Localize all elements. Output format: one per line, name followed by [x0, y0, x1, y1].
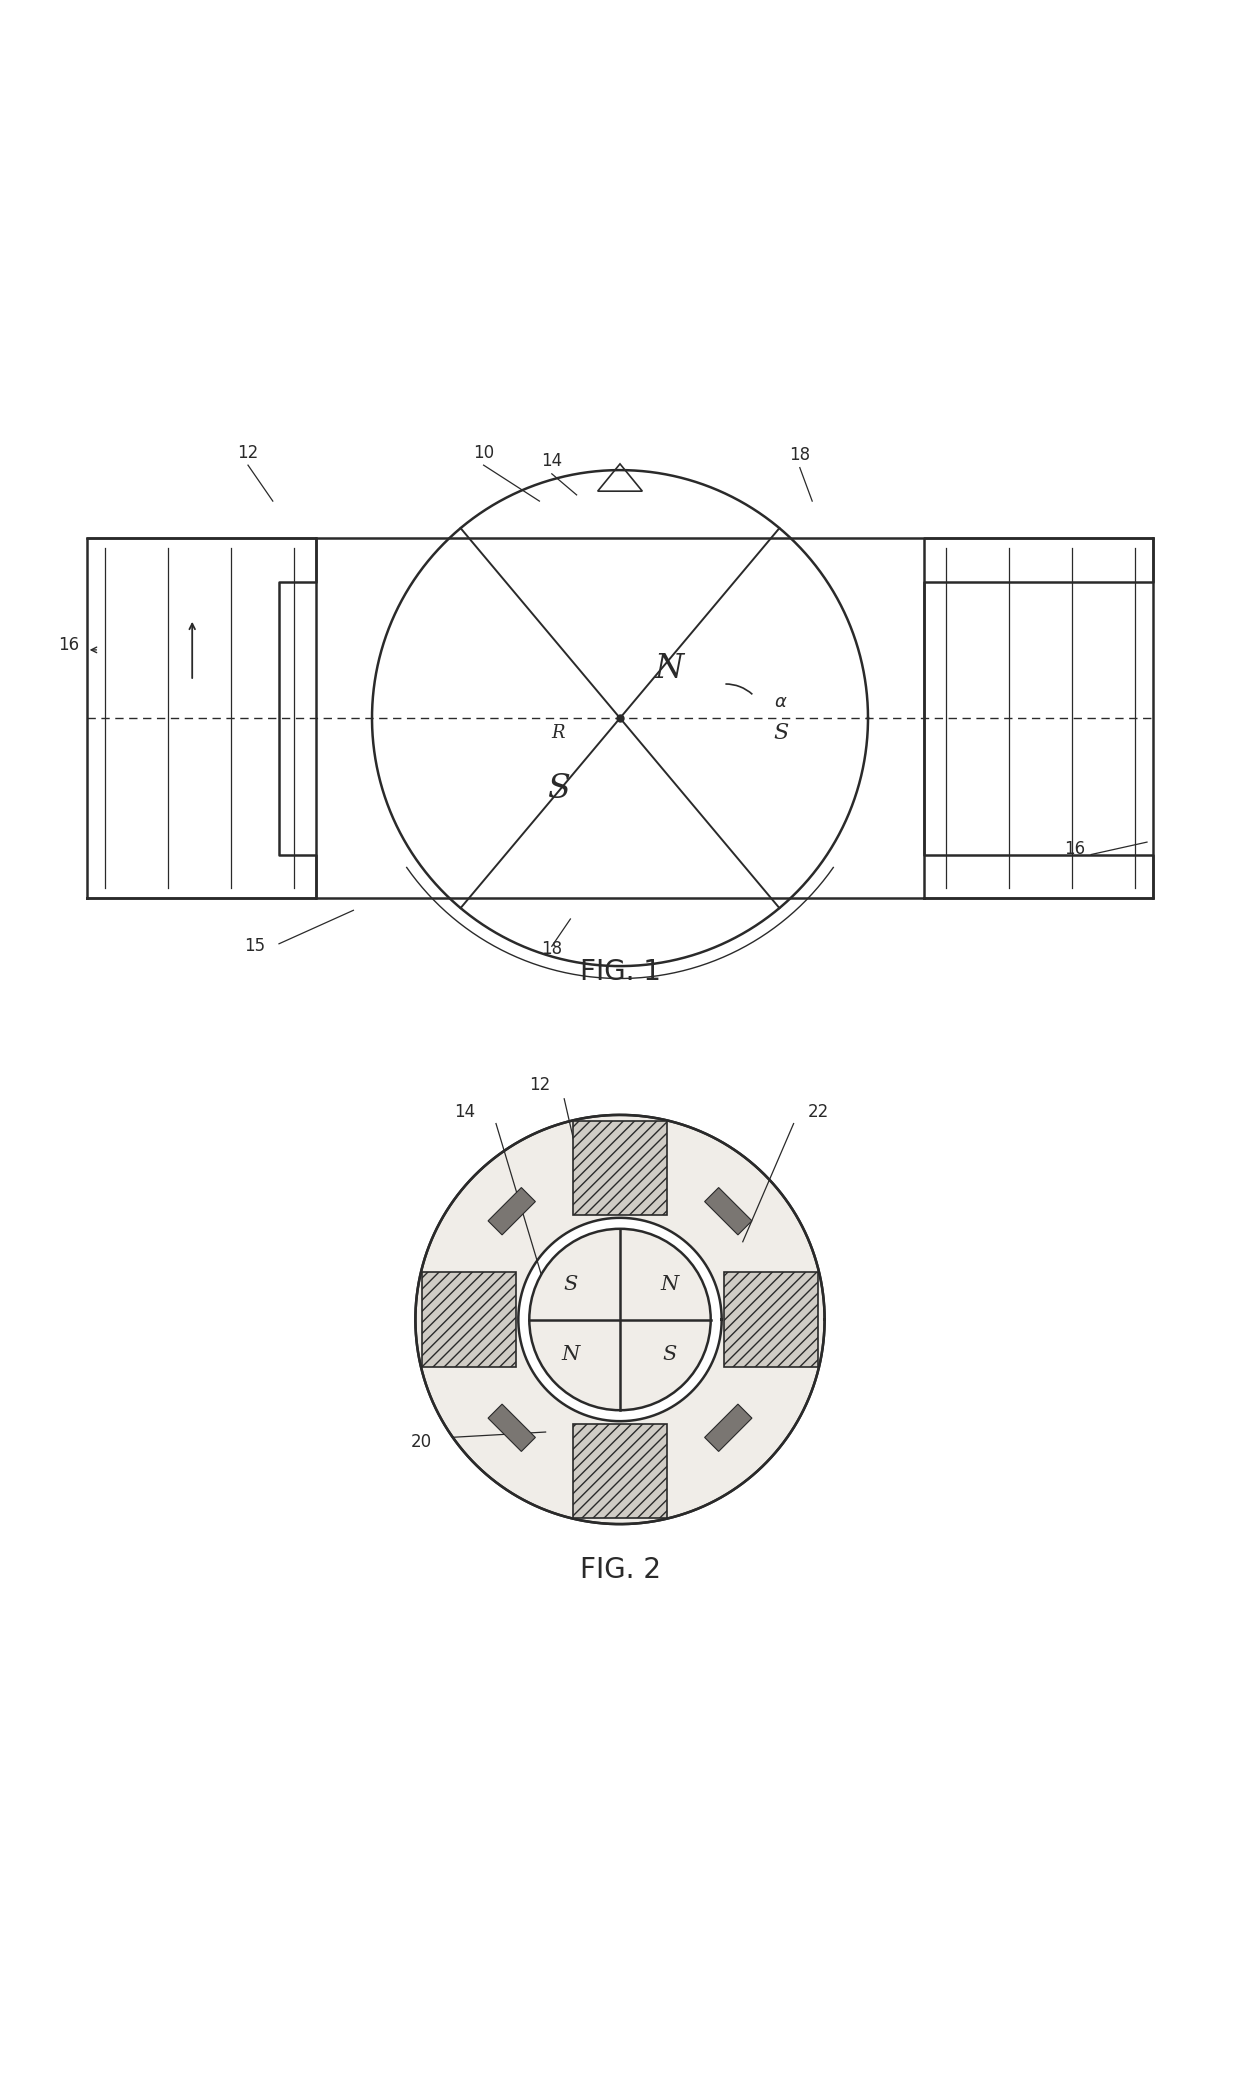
Text: 12: 12 [528, 1076, 551, 1095]
Circle shape [529, 1228, 711, 1411]
Text: 18: 18 [789, 445, 811, 464]
Text: 22: 22 [807, 1103, 830, 1122]
Text: 12: 12 [237, 443, 259, 462]
Polygon shape [489, 1405, 536, 1450]
Text: 18: 18 [541, 941, 563, 957]
Text: N: N [661, 1276, 678, 1294]
Text: 14: 14 [454, 1103, 476, 1122]
Circle shape [415, 1115, 825, 1523]
Text: 14: 14 [541, 452, 563, 470]
Text: 16: 16 [57, 637, 79, 653]
Text: $\alpha$: $\alpha$ [775, 693, 787, 712]
Text: 15: 15 [243, 936, 265, 955]
Text: S: S [662, 1344, 677, 1363]
Text: 10: 10 [472, 443, 495, 462]
Polygon shape [422, 1271, 516, 1367]
Text: N: N [562, 1344, 579, 1363]
Text: 20: 20 [410, 1434, 433, 1450]
Text: R: R [552, 724, 564, 743]
Polygon shape [704, 1405, 751, 1450]
Text: S: S [774, 722, 789, 745]
Polygon shape [573, 1423, 667, 1517]
Text: S: S [563, 1276, 578, 1294]
Text: FIG. 1: FIG. 1 [579, 957, 661, 986]
Circle shape [518, 1217, 722, 1421]
Text: N: N [655, 653, 684, 685]
Text: FIG. 2: FIG. 2 [579, 1557, 661, 1584]
Polygon shape [724, 1271, 818, 1367]
Polygon shape [704, 1188, 751, 1234]
Text: 16: 16 [1064, 841, 1085, 859]
Polygon shape [573, 1122, 667, 1215]
Text: S: S [547, 772, 569, 805]
Polygon shape [489, 1188, 536, 1234]
